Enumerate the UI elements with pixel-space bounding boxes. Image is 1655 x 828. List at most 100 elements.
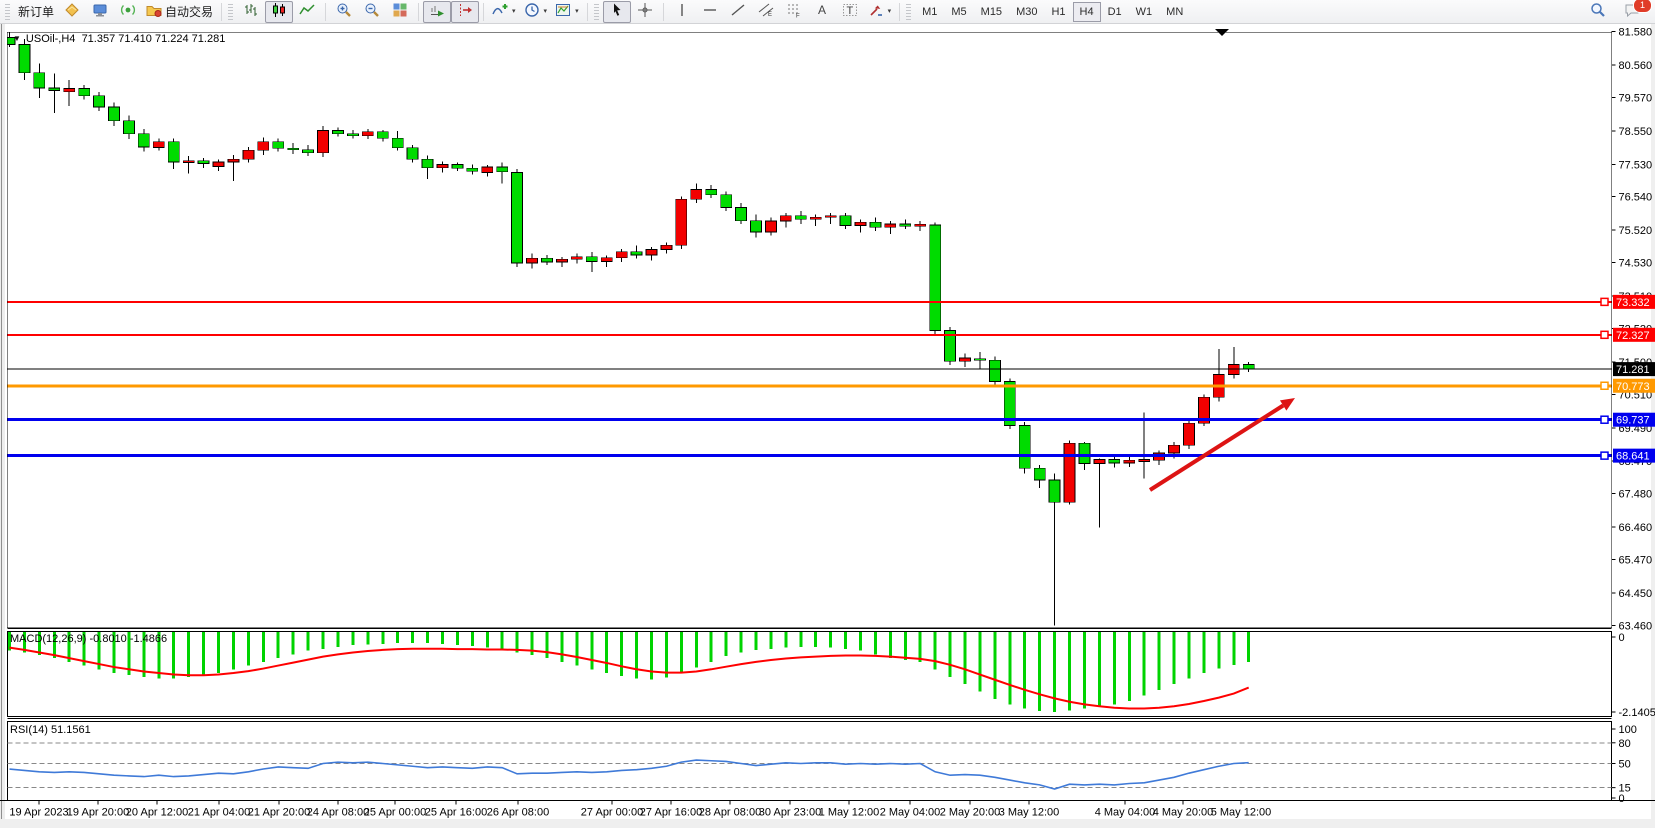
timeframe-h4[interactable]: H4: [1072, 1, 1101, 22]
candle-body: [347, 133, 359, 137]
candle-body: [645, 249, 658, 256]
chart-plot-area[interactable]: [7, 32, 1612, 628]
horizontal-line-icon: [702, 2, 718, 21]
chart-area[interactable]: 81.580 80.560 79.570 78.550 77.530 76.540 75.5…: [0, 24, 1655, 828]
periods-button[interactable]: ▾: [520, 1, 552, 23]
price-badge-69.737: [1613, 412, 1655, 427]
chart-header: ▼ USOil-,H4 71.357 71.410 71.224 71.281: [13, 33, 225, 45]
horizontal-line-tool-button[interactable]: [696, 1, 724, 23]
vertical-line-icon: [674, 2, 690, 21]
channel-tool-button[interactable]: E: [752, 1, 780, 23]
text-label-tool-button[interactable]: T: [836, 1, 864, 23]
signals-button[interactable]: [86, 1, 114, 23]
trendline-tool-button[interactable]: [724, 1, 752, 23]
timeframe-m30[interactable]: M30: [1016, 5, 1038, 18]
candle-body: [48, 87, 61, 91]
bar-chart-button[interactable]: [237, 1, 265, 23]
candle-body: [1198, 396, 1210, 424]
market-button[interactable]: [58, 1, 86, 23]
crosshair-tool-button[interactable]: [631, 1, 659, 23]
template-chart-icon: [555, 2, 571, 21]
rsi-axis-label: 80: [1619, 738, 1631, 750]
hline-handle-72.327[interactable]: [1600, 330, 1609, 340]
tile-windows-button[interactable]: [386, 1, 414, 23]
time-tick-label: 19 Apr 20:00: [67, 807, 129, 819]
timeframe-d1[interactable]: D1: [1107, 5, 1122, 18]
price-tick-label: 74.530: [1619, 258, 1653, 270]
text-label-icon: T: [842, 2, 858, 21]
candle-body: [690, 189, 703, 200]
candle-body: [765, 220, 777, 233]
hline-handle-69.737[interactable]: [1600, 415, 1609, 424]
arrows-tool-button[interactable]: ▾: [864, 1, 896, 23]
timeframe-w1[interactable]: W1: [1135, 5, 1153, 18]
timeframe-m5[interactable]: M5: [951, 5, 967, 18]
timeframe-mn[interactable]: MN: [1166, 5, 1184, 18]
auto-scroll-icon: [429, 2, 445, 21]
new-order-button[interactable]: 新订单: [14, 1, 58, 23]
auto-scroll-button[interactable]: [423, 0, 452, 23]
chart-shift-button[interactable]: [451, 0, 480, 23]
chevron-down-icon: ▾: [543, 8, 548, 15]
toolbar-grip[interactable]: [906, 3, 912, 20]
hline-handle-70.773[interactable]: [1600, 381, 1609, 391]
crosshair-icon: [637, 2, 653, 21]
timeframe-m15[interactable]: M15: [980, 5, 1003, 18]
toolbar-grip[interactable]: [5, 3, 10, 20]
fibonacci-tool-button[interactable]: F: [780, 1, 808, 23]
candle-body: [600, 257, 613, 262]
hline-handle-68.641[interactable]: [1600, 451, 1609, 460]
templates-button[interactable]: ▾: [551, 1, 583, 23]
candle-body: [824, 215, 837, 218]
tile-windows-icon: [392, 2, 408, 21]
candle-body: [1078, 442, 1091, 464]
notifications-button[interactable]: 1: [1618, 0, 1652, 23]
hline-handle-73.332[interactable]: [1600, 297, 1609, 307]
text-tool-button[interactable]: A: [808, 1, 836, 23]
time-tick-label: 2 May 04:00: [880, 807, 941, 819]
candle-body: [1063, 442, 1076, 503]
arrow-shapes-icon: [868, 2, 884, 21]
autotrading-button[interactable]: 自动交易: [142, 1, 217, 23]
broadcast-button[interactable]: [114, 1, 142, 23]
rsi-line: [9, 759, 1249, 790]
search-button[interactable]: [1584, 1, 1612, 23]
rsi-panel: 100 80 50 150: [7, 724, 1637, 805]
candlestick-chart-button[interactable]: [265, 0, 294, 23]
time-tick-label: 27 Apr 16:00: [640, 807, 702, 819]
price-tick-label: 81.580: [1619, 27, 1653, 39]
rsi-axis-label: 15: [1619, 783, 1631, 795]
candle-body: [287, 147, 300, 151]
toolbar-separator: [899, 2, 901, 21]
candle-body: [123, 120, 135, 135]
toolbar-grip[interactable]: [228, 3, 234, 20]
indicators-button[interactable]: ▾: [488, 1, 520, 23]
candle-body: [1048, 479, 1061, 503]
candle-body: [212, 161, 225, 167]
line-chart-button[interactable]: [293, 1, 321, 23]
bar-marker-triangle-icon: [1215, 29, 1229, 36]
quick-trade-toggle-icon[interactable]: ▼: [13, 34, 21, 43]
timeframe-h1[interactable]: H1: [1051, 5, 1066, 18]
rsi-label: RSI(14) 51.1561: [10, 724, 91, 736]
zoom-out-button[interactable]: [358, 1, 386, 23]
trend-arrow[interactable]: [1148, 403, 1285, 492]
autotrade-folder-icon: [146, 2, 162, 21]
chevron-down-icon: ▾: [512, 8, 516, 15]
candle-body: [929, 224, 942, 331]
candle-body: [332, 130, 344, 135]
toolbar-grip[interactable]: [593, 3, 599, 20]
timeframe-m1[interactable]: M1: [922, 5, 938, 18]
main-toolbar: 新订单 自动交易: [0, 0, 1655, 24]
toolbar-separator: [325, 2, 327, 21]
zoom-in-button[interactable]: [330, 1, 358, 23]
candle-body: [556, 258, 568, 263]
candle-body: [257, 141, 270, 151]
candle-body: [18, 44, 31, 74]
vertical-line-tool-button[interactable]: [668, 1, 696, 23]
cursor-tool-button[interactable]: [602, 0, 631, 23]
time-tick-label: 1 May 12:00: [819, 807, 880, 819]
trend-arrow-head[interactable]: [1279, 398, 1295, 411]
window-bottom-edge: [0, 819, 1655, 828]
